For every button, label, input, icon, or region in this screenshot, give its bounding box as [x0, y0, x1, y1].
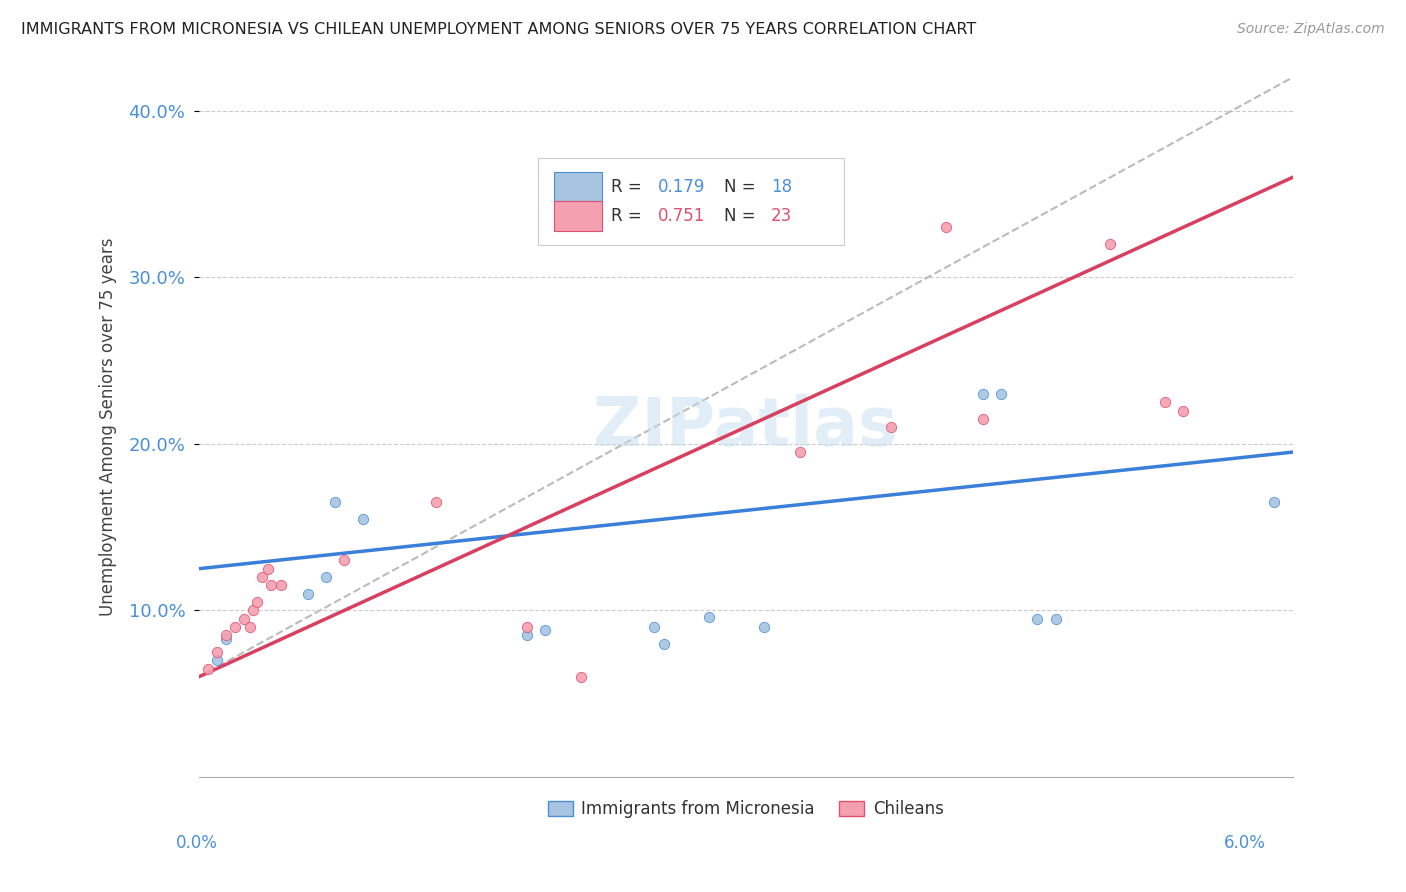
Point	[205, 645, 228, 659]
Point	[224, 620, 246, 634]
Text: R =: R =	[612, 207, 647, 225]
FancyBboxPatch shape	[537, 158, 844, 245]
Point	[1045, 612, 1067, 626]
Point	[516, 620, 538, 634]
Text: 23: 23	[770, 207, 792, 225]
Point	[215, 628, 238, 642]
Point	[323, 495, 346, 509]
Point	[972, 412, 994, 426]
Point	[352, 512, 374, 526]
Text: ZIPatlas: ZIPatlas	[593, 394, 898, 460]
Text: 0.0%: 0.0%	[176, 834, 218, 852]
Point	[972, 387, 994, 401]
Point	[239, 620, 262, 634]
FancyBboxPatch shape	[554, 202, 602, 231]
Point	[697, 610, 720, 624]
Text: 18: 18	[770, 178, 792, 195]
Text: IMMIGRANTS FROM MICRONESIA VS CHILEAN UNEMPLOYMENT AMONG SENIORS OVER 75 YEARS C: IMMIGRANTS FROM MICRONESIA VS CHILEAN UN…	[21, 22, 976, 37]
Point	[1154, 395, 1177, 409]
Point	[233, 612, 256, 626]
Text: R =: R =	[612, 178, 647, 195]
Point	[935, 220, 957, 235]
Text: 0.751: 0.751	[658, 207, 706, 225]
FancyBboxPatch shape	[554, 172, 602, 202]
Point	[1026, 612, 1049, 626]
Point	[652, 637, 675, 651]
Point	[425, 495, 447, 509]
Text: N =: N =	[724, 207, 761, 225]
Point	[789, 445, 811, 459]
Point	[270, 578, 292, 592]
Point	[205, 653, 228, 667]
Point	[260, 578, 283, 592]
Point	[1173, 403, 1195, 417]
Point	[534, 624, 557, 638]
Text: Source: ZipAtlas.com: Source: ZipAtlas.com	[1237, 22, 1385, 37]
Point	[197, 662, 219, 676]
Point	[990, 387, 1012, 401]
Point	[315, 570, 337, 584]
Point	[880, 420, 903, 434]
Point	[516, 628, 538, 642]
Point	[1099, 237, 1122, 252]
Legend: Immigrants from Micronesia, Chileans: Immigrants from Micronesia, Chileans	[541, 793, 950, 824]
Y-axis label: Unemployment Among Seniors over 75 years: Unemployment Among Seniors over 75 years	[100, 238, 117, 616]
Point	[333, 553, 356, 567]
Point	[215, 632, 238, 646]
Point	[252, 570, 274, 584]
Point	[571, 670, 593, 684]
Point	[744, 178, 766, 193]
Point	[242, 603, 264, 617]
Point	[643, 620, 665, 634]
Point	[297, 587, 319, 601]
Point	[1263, 495, 1285, 509]
Text: N =: N =	[724, 178, 761, 195]
Point	[256, 562, 278, 576]
Text: 6.0%: 6.0%	[1223, 834, 1265, 852]
Point	[752, 620, 775, 634]
Point	[246, 595, 269, 609]
Text: 0.179: 0.179	[658, 178, 706, 195]
